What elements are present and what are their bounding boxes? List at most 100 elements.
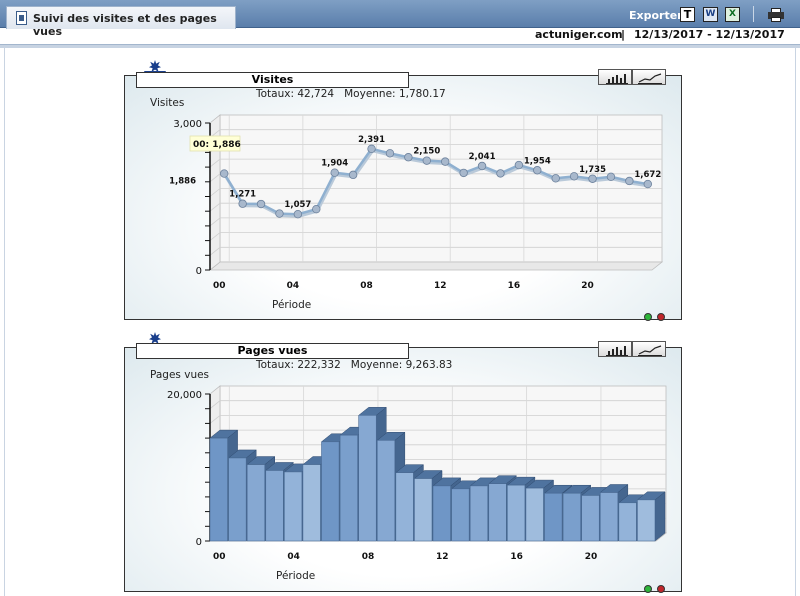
visits-data-point	[625, 176, 634, 186]
pageviews-avg-value: 9,263.83	[405, 359, 453, 371]
pageviews-bar	[525, 487, 544, 542]
frame-left	[4, 48, 5, 596]
visits-data-point	[367, 144, 376, 154]
visits-data-label: 2,150	[413, 147, 440, 157]
printer-icon[interactable]	[768, 8, 784, 22]
pageviews-chart-title: Pages vues	[136, 343, 409, 359]
visits-totals-label: Totaux:	[256, 88, 295, 100]
status-error-icon	[657, 313, 665, 321]
pageviews-bar-side	[654, 491, 666, 542]
pageviews-x-tick-label: 08	[362, 552, 375, 562]
visits-avg-label: Moyenne:	[344, 88, 396, 100]
visits-x-tick-label: 08	[360, 281, 373, 291]
visits-data-point	[293, 210, 303, 219]
pageviews-bar	[209, 437, 228, 542]
visits-data-point	[533, 166, 542, 175]
top-toolbar: Suivi des visites et des pages vues Expo…	[0, 0, 800, 38]
visits-grid-diag	[209, 217, 221, 227]
pageviews-totals-value: 222,332	[297, 359, 341, 371]
pageviews-bar	[228, 457, 247, 542]
pageviews-bar	[414, 478, 433, 542]
visits-data-label: 1,735	[579, 165, 606, 175]
pageviews-bar	[302, 464, 321, 542]
visits-data-label: 1,271	[229, 190, 256, 200]
export-text-icon[interactable]: T	[680, 7, 695, 22]
visits-totals: Totaux: 42,724 Moyenne: 1,780.17	[256, 88, 446, 100]
pageviews-bar	[488, 483, 507, 542]
visits-grid-diag	[209, 173, 221, 183]
pageviews-bar	[284, 471, 303, 542]
status-ok-icon	[644, 313, 652, 321]
visits-data-point	[238, 199, 247, 208]
visits-data-label: 1,954	[524, 156, 551, 166]
header-rule	[0, 44, 800, 48]
pageviews-totals-label: Totaux:	[256, 359, 295, 371]
status-error-icon	[657, 585, 665, 593]
toolbar-divider	[753, 6, 754, 22]
frame-right	[795, 48, 796, 596]
visits-data-label: 1,057	[284, 200, 311, 210]
pageviews-bar	[265, 470, 284, 542]
pageviews-bar	[618, 502, 637, 542]
visits-data-point	[385, 149, 395, 158]
pageviews-bar	[451, 488, 470, 542]
visits-x-tick-label: 20	[581, 281, 594, 291]
line-chart-button[interactable]	[632, 341, 666, 357]
visits-y-tick-label: 0	[196, 266, 202, 277]
visits-y-tick-label: 3,000	[173, 119, 202, 130]
line-chart-button[interactable]	[632, 69, 666, 85]
pageviews-y-tick-label: 20,000	[167, 390, 202, 401]
visits-totals-value: 42,724	[297, 88, 335, 100]
context-separator: |	[621, 28, 626, 41]
visits-data-point	[275, 209, 284, 218]
export-label: Exporter	[629, 9, 683, 22]
visits-data-point	[441, 157, 450, 166]
line-chart-icon	[638, 345, 662, 356]
pageviews-bar	[637, 499, 656, 542]
site-name: actuniger.com	[535, 28, 623, 41]
export-word-icon[interactable]: W	[703, 7, 718, 22]
visits-x-tick-label: 16	[508, 281, 521, 291]
pageviews-bar	[507, 484, 526, 542]
pageviews-x-tick-label: 00	[213, 552, 226, 562]
export-excel-icon[interactable]: X	[725, 7, 740, 22]
pageviews-bar	[581, 495, 600, 542]
visits-x-axis-label: Période	[272, 299, 312, 311]
visits-data-point	[404, 153, 413, 162]
visits-grid-diag	[209, 202, 221, 212]
pageviews-bar	[395, 472, 414, 542]
pageviews-bar	[599, 492, 619, 542]
report-context-bar: actuniger.com | 12/13/2017 - 12/13/2017	[0, 28, 800, 42]
pageviews-bar	[339, 434, 358, 542]
line-chart-icon	[638, 73, 662, 84]
pageviews-grid-diag	[209, 415, 221, 424]
pageviews-x-tick-label: 04	[287, 552, 300, 562]
visits-tooltip-box	[189, 135, 241, 152]
date-range: 12/13/2017 - 12/13/2017	[634, 28, 785, 41]
visits-data-label: 2,391	[358, 135, 385, 145]
pageviews-bar	[358, 415, 377, 542]
visits-data-point	[477, 161, 487, 171]
bar-chart-icon	[606, 346, 628, 356]
bar-chart-button[interactable]	[598, 69, 632, 85]
visits-data-point	[514, 160, 524, 170]
pageviews-bar	[246, 464, 266, 542]
visits-data-point	[348, 170, 358, 180]
bar-chart-icon	[606, 74, 628, 84]
pageviews-x-tick-label: 12	[436, 552, 449, 562]
visits-data-point	[220, 169, 229, 178]
visits-data-label: 1,904	[321, 159, 348, 169]
bar-chart-button[interactable]	[598, 341, 632, 357]
pageviews-grid-diag	[209, 400, 221, 410]
visits-data-point	[643, 179, 652, 189]
report-tab[interactable]: Suivi des visites et des pages vues	[6, 6, 236, 38]
report-page-icon	[16, 11, 27, 25]
visits-data-point	[459, 168, 468, 178]
visits-data-point	[606, 172, 616, 182]
visits-data-label: 1,672	[634, 170, 661, 180]
visits-grid-diag	[209, 246, 221, 256]
visits-data-point	[551, 174, 560, 183]
visits-data-point	[312, 204, 321, 214]
